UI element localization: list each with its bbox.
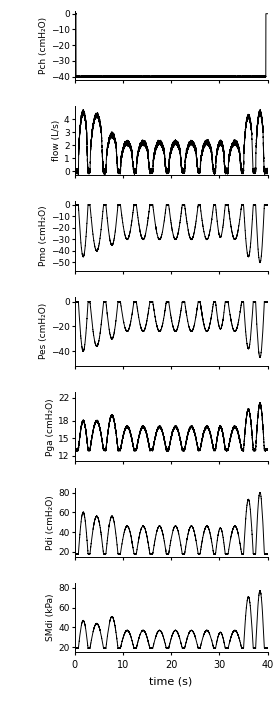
Y-axis label: Pch (cmH₂O): Pch (cmH₂O) (39, 17, 48, 74)
Y-axis label: Pdi (cmH₂O): Pdi (cmH₂O) (46, 495, 55, 549)
Y-axis label: Pes (cmH₂O): Pes (cmH₂O) (39, 303, 48, 360)
Y-axis label: flow (L/s): flow (L/s) (52, 120, 61, 161)
Y-axis label: Pga (cmH₂O): Pga (cmH₂O) (46, 398, 55, 455)
X-axis label: time (s): time (s) (150, 676, 193, 686)
Y-axis label: SMdi (kPa): SMdi (kPa) (46, 594, 55, 642)
Y-axis label: Pmo (cmH₂O): Pmo (cmH₂O) (39, 206, 48, 266)
